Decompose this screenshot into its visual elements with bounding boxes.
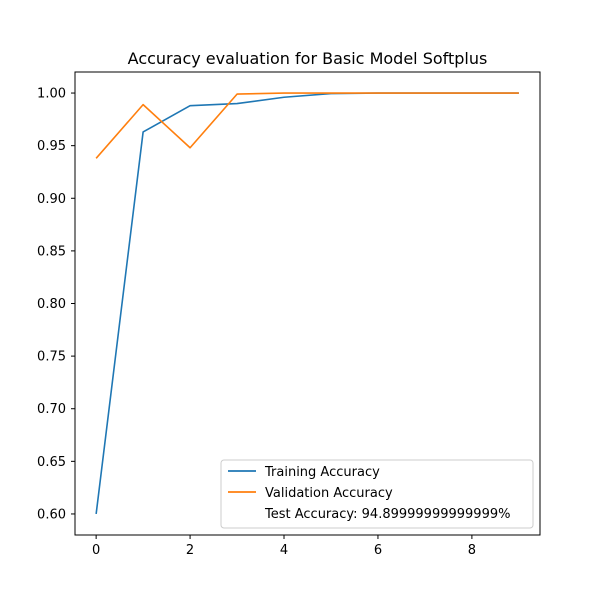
- x-tick-label: 6: [374, 543, 382, 558]
- x-tick-label: 0: [92, 543, 100, 558]
- y-tick-label: 0.65: [37, 455, 66, 470]
- legend-box: [220, 459, 534, 529]
- x-tick-label: 4: [280, 543, 288, 558]
- y-tick-label: 0.90: [37, 192, 66, 207]
- ticks-layer: 0 2 4 6 8 0.60 0.65 0.70 0.75 0.80 0.85 0.90 0.95 1.0…: [37, 87, 476, 558]
- y-tick-label: 0.75: [37, 350, 66, 365]
- chart-title: Accuracy evaluation for Basic Model Soft…: [128, 49, 488, 68]
- series-line-validation-accuracy: [95, 92, 519, 159]
- y-tick-label: 0.60: [37, 507, 66, 522]
- x-tick-label: 8: [468, 543, 476, 558]
- plot-frame: [74, 71, 541, 536]
- y-tick-label: 1.00: [37, 87, 66, 102]
- y-tick-label: 0.95: [37, 139, 66, 154]
- y-tick-label: 0.70: [37, 402, 66, 417]
- y-tick-label: 0.80: [37, 297, 66, 312]
- legend-test-accuracy: Test Accuracy: 94.89999999999999%: [264, 507, 510, 522]
- legend-label-training: Training Accuracy: [264, 465, 380, 480]
- legend: Training Accuracy Validation Accuracy Te…: [220, 459, 534, 529]
- series-layer: [95, 92, 519, 515]
- legend-label-validation: Validation Accuracy: [265, 486, 393, 501]
- x-tick-label: 2: [186, 543, 194, 558]
- y-tick-label: 0.85: [37, 244, 66, 259]
